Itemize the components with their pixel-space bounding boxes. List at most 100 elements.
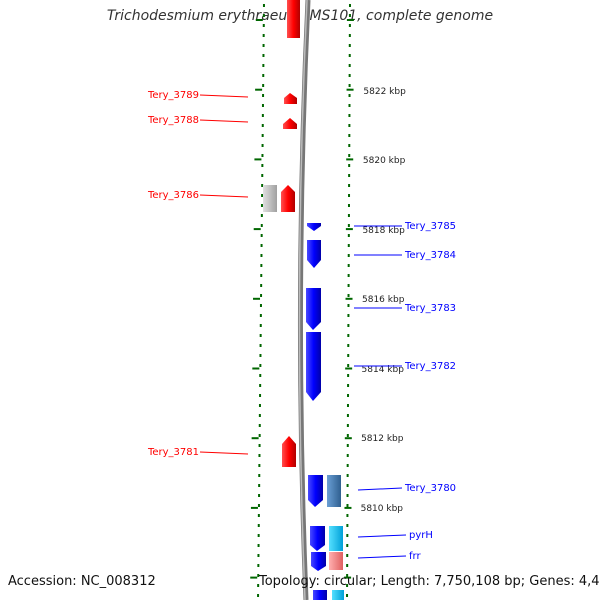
rail-tick-left <box>259 354 262 357</box>
gene-label-left[interactable]: Tery_3788 <box>147 115 199 126</box>
kbp-label: 5816 kbp <box>362 295 405 305</box>
rail-tick-left <box>257 564 260 567</box>
gene-label-right[interactable]: pyrH <box>409 530 433 541</box>
rail-tick-right <box>348 64 351 67</box>
rail-tick-left <box>260 284 263 287</box>
gene-tery-3789[interactable] <box>284 93 297 104</box>
rail-tick-left <box>258 444 261 447</box>
gene-frr-b[interactable] <box>329 552 343 570</box>
gene-bottom-blue[interactable] <box>313 590 327 600</box>
tick-rails <box>250 4 354 597</box>
major-tick-left <box>251 437 259 440</box>
gene-label-right[interactable]: Tery_3780 <box>404 483 456 494</box>
rail-tick-left <box>261 154 264 157</box>
rail-tick-right <box>346 594 349 597</box>
leader-line-right <box>357 555 407 559</box>
kbp-label: 5822 kbp <box>363 87 406 97</box>
rail-tick-right <box>348 14 351 17</box>
gene-label-left[interactable]: Tery_3789 <box>147 90 199 101</box>
major-tick-left <box>250 506 258 509</box>
rail-tick-right <box>347 244 350 247</box>
gene-label-right[interactable]: frr <box>409 551 421 562</box>
rail-tick-right <box>346 534 349 537</box>
rail-tick-left <box>262 14 265 17</box>
rail-tick-left <box>260 244 263 247</box>
rail-tick-right <box>347 304 350 307</box>
gene-label-right[interactable]: Tery_3785 <box>404 221 456 232</box>
rail-tick-left <box>261 194 264 197</box>
rail-tick-left <box>257 534 260 537</box>
rail-tick-left <box>259 374 262 377</box>
gene-frr-a[interactable] <box>311 552 326 571</box>
rail-tick-right <box>348 34 351 37</box>
major-tick-left <box>255 19 263 21</box>
gene-label-right[interactable]: Tery_3784 <box>404 250 456 261</box>
rail-tick-right <box>346 494 349 497</box>
rail-tick-right <box>348 134 351 137</box>
kbp-label: 5810 kbp <box>361 504 404 514</box>
rail-tick-left <box>257 554 260 557</box>
rail-tick-left <box>259 394 262 397</box>
rail-tick-right <box>347 234 350 237</box>
gene-tery-3784[interactable] <box>307 240 321 268</box>
rail-tick-right <box>348 184 351 187</box>
gene-bottom-cyan[interactable] <box>332 590 344 600</box>
rail-tick-right <box>347 354 350 357</box>
gene-pyrh-a[interactable] <box>310 526 325 551</box>
leader-line-right <box>357 487 403 491</box>
rail-tick-left <box>261 164 264 167</box>
rail-tick-right <box>348 44 351 47</box>
rail-tick-left <box>257 544 260 547</box>
genome-backbone-highlight <box>298 0 308 600</box>
feature-grey[interactable] <box>263 185 277 212</box>
rail-tick-right <box>347 324 350 327</box>
rail-tick-right <box>348 74 351 77</box>
rail-tick-right <box>348 164 351 167</box>
rail-tick-right <box>346 514 349 517</box>
rail-tick-left <box>259 304 262 307</box>
gene-tery-3781[interactable] <box>282 436 296 467</box>
gene-label-left[interactable]: Tery_3786 <box>147 190 199 201</box>
rail-tick-left <box>258 494 261 497</box>
gene-tery-3788[interactable] <box>283 118 297 129</box>
gene-tery-3780-a[interactable] <box>308 475 323 507</box>
rail-tick-right <box>348 114 351 117</box>
rail-tick-right <box>347 394 350 397</box>
rail-tick-left <box>262 74 265 77</box>
gene-label-left[interactable]: Tery_3781 <box>147 447 199 458</box>
rail-tick-right <box>348 104 351 107</box>
major-tick-right <box>344 506 352 509</box>
kbp-scale: 5822 kbp 5820 kbp 5818 kbp 5816 kbp 5814 kbp… <box>361 87 406 514</box>
gene-tery-3780-b[interactable] <box>327 475 341 507</box>
gene-tery-3786[interactable] <box>281 185 295 212</box>
gene-tery-3785[interactable] <box>307 223 321 231</box>
genome-summary: Topology: circular; Length: 7,750,108 bp… <box>259 574 600 589</box>
gene-label-right[interactable]: Tery_3783 <box>404 303 456 314</box>
rail-tick-left <box>258 424 261 427</box>
major-tick-right <box>346 158 354 161</box>
gene-tery-3783[interactable] <box>306 288 321 330</box>
major-tick-right <box>346 19 354 21</box>
gene-tery-3782[interactable] <box>306 332 321 401</box>
rail-tick-left <box>260 274 263 277</box>
rail-tick-right <box>347 314 350 317</box>
rail-tick-left <box>261 174 264 177</box>
rail-tick-right <box>346 484 349 487</box>
major-tick-right <box>344 437 352 440</box>
gene-top-forward[interactable] <box>287 0 300 38</box>
major-tick-right <box>345 228 353 231</box>
leader-line-left <box>199 94 249 98</box>
rail-tick-left <box>261 114 264 117</box>
rail-tick-right <box>347 334 350 337</box>
rail-tick-right <box>346 574 349 577</box>
rail-tick-left <box>258 464 261 467</box>
rail-tick-left <box>262 4 265 7</box>
gene-pyrh-b[interactable] <box>329 526 343 551</box>
gene-label-right[interactable]: Tery_3782 <box>404 361 456 372</box>
rail-tick-left <box>261 144 264 147</box>
rail-tick-left <box>258 454 261 457</box>
rail-tick-left <box>257 524 260 527</box>
rail-tick-left <box>262 64 265 67</box>
rail-tick-left <box>259 364 262 367</box>
